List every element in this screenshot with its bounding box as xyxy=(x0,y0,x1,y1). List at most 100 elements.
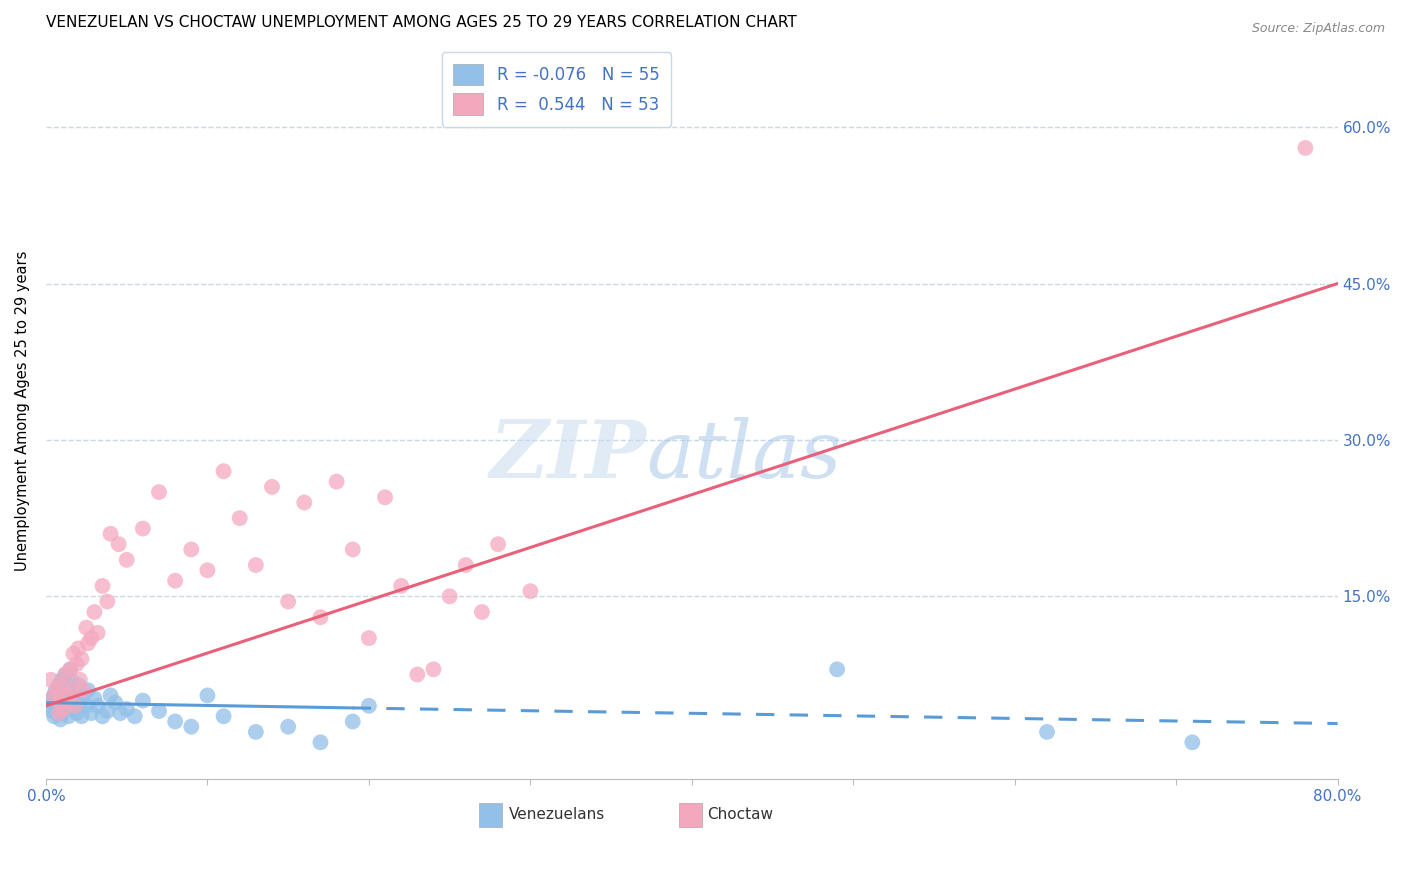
Point xyxy=(245,725,267,739)
Point xyxy=(277,594,299,608)
Point xyxy=(39,673,62,687)
Point xyxy=(80,631,103,645)
Point xyxy=(132,693,155,707)
Point xyxy=(277,720,299,734)
Point xyxy=(486,537,509,551)
Point xyxy=(75,698,97,713)
Point xyxy=(104,696,127,710)
Point xyxy=(39,693,62,707)
Point xyxy=(180,542,202,557)
Point xyxy=(56,685,79,699)
Point xyxy=(197,689,219,703)
Point xyxy=(77,636,100,650)
Point xyxy=(77,683,100,698)
Point xyxy=(342,542,364,557)
Point xyxy=(228,511,250,525)
Text: Venezuelans: Venezuelans xyxy=(509,807,605,822)
Point xyxy=(59,662,82,676)
Point xyxy=(52,702,75,716)
Text: atlas: atlas xyxy=(647,417,842,494)
Point xyxy=(60,674,83,689)
Point xyxy=(66,657,89,672)
Point xyxy=(389,579,412,593)
Point xyxy=(260,480,283,494)
Text: Choctaw: Choctaw xyxy=(707,807,773,822)
Text: ZIP: ZIP xyxy=(489,417,647,494)
Point xyxy=(66,706,89,720)
Point xyxy=(67,678,90,692)
Point xyxy=(59,693,82,707)
Point xyxy=(46,696,69,710)
Point xyxy=(422,662,444,676)
Point xyxy=(46,706,69,720)
Point xyxy=(374,490,396,504)
Point xyxy=(46,683,69,698)
Point xyxy=(53,667,76,681)
Point xyxy=(309,610,332,624)
Point xyxy=(60,683,83,698)
Point xyxy=(63,689,86,703)
Point xyxy=(48,678,70,692)
Y-axis label: Unemployment Among Ages 25 to 29 years: Unemployment Among Ages 25 to 29 years xyxy=(15,251,30,572)
Point xyxy=(49,696,72,710)
Point xyxy=(75,621,97,635)
Point xyxy=(69,673,91,687)
Point xyxy=(70,709,93,723)
Point xyxy=(58,709,80,723)
Point xyxy=(51,678,73,692)
Point xyxy=(38,698,60,713)
Point xyxy=(51,673,73,687)
Point xyxy=(148,485,170,500)
Text: VENEZUELAN VS CHOCTAW UNEMPLOYMENT AMONG AGES 25 TO 29 YEARS CORRELATION CHART: VENEZUELAN VS CHOCTAW UNEMPLOYMENT AMONG… xyxy=(46,15,797,30)
Point xyxy=(41,704,63,718)
Point xyxy=(86,625,108,640)
Point xyxy=(1294,141,1316,155)
Point xyxy=(53,698,76,713)
Point xyxy=(454,558,477,572)
Legend: R = -0.076   N = 55, R =  0.544   N = 53: R = -0.076 N = 55, R = 0.544 N = 53 xyxy=(441,52,671,127)
Point xyxy=(165,574,187,588)
Point xyxy=(148,704,170,718)
Point xyxy=(80,706,103,720)
Point xyxy=(825,662,848,676)
Point xyxy=(91,709,114,723)
Point xyxy=(1181,735,1204,749)
Point xyxy=(115,702,138,716)
Point xyxy=(62,647,84,661)
Point xyxy=(83,605,105,619)
Point xyxy=(471,605,494,619)
Point xyxy=(1036,725,1059,739)
Point xyxy=(165,714,187,729)
Point xyxy=(42,689,65,703)
Point xyxy=(59,662,82,676)
Point xyxy=(180,720,202,734)
Point xyxy=(56,689,79,703)
Point xyxy=(67,641,90,656)
Point xyxy=(197,563,219,577)
Point xyxy=(45,683,67,698)
Point xyxy=(115,553,138,567)
Point xyxy=(132,522,155,536)
Point xyxy=(342,714,364,729)
Point xyxy=(70,652,93,666)
Point xyxy=(406,667,429,681)
Text: Source: ZipAtlas.com: Source: ZipAtlas.com xyxy=(1251,22,1385,36)
Point xyxy=(309,735,332,749)
Point xyxy=(62,702,84,716)
Point xyxy=(100,526,122,541)
Point xyxy=(357,698,380,713)
Point xyxy=(96,594,118,608)
Point xyxy=(107,537,129,551)
Point xyxy=(357,631,380,645)
Point xyxy=(52,683,75,698)
Point xyxy=(83,691,105,706)
Point xyxy=(519,584,541,599)
Point xyxy=(72,689,94,703)
Point xyxy=(212,709,235,723)
Point xyxy=(100,689,122,703)
Point xyxy=(53,667,76,681)
Point xyxy=(212,464,235,478)
Point xyxy=(63,698,86,713)
Point xyxy=(110,706,132,720)
Point xyxy=(49,689,72,703)
